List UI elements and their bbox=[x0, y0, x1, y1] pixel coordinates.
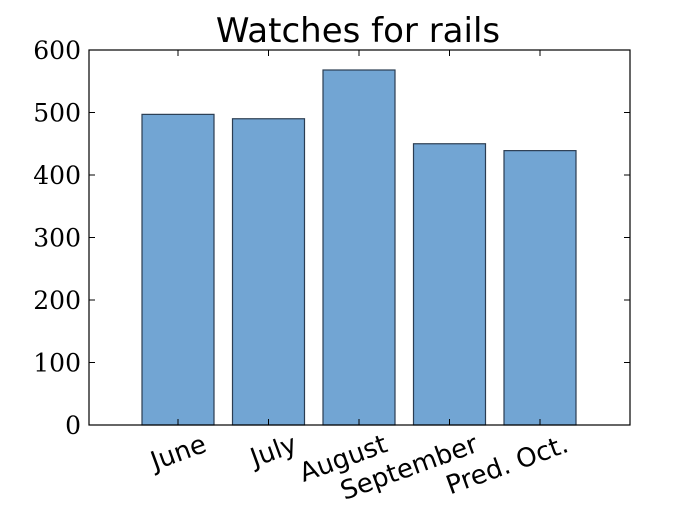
y-tick-labels: 0 100 200 300 400 500 600 bbox=[33, 36, 81, 440]
tick-marks bbox=[89, 49, 630, 426]
bar-september bbox=[412, 143, 487, 426]
y-tick-label: 200 bbox=[33, 286, 81, 315]
y-tick-label: 300 bbox=[33, 224, 81, 253]
y-tick-label: 400 bbox=[33, 161, 81, 190]
bar-june bbox=[141, 113, 215, 426]
y-tick-label: 600 bbox=[33, 36, 81, 65]
bars-group bbox=[141, 69, 577, 426]
y-tick-label: 0 bbox=[65, 411, 81, 440]
bar-pred-oct bbox=[503, 150, 577, 426]
x-tick-label: June bbox=[145, 429, 210, 477]
chart-title: Watches for rails bbox=[216, 11, 500, 51]
bar-july bbox=[231, 118, 306, 426]
y-tick-label: 500 bbox=[33, 99, 81, 128]
y-tick-label: 100 bbox=[33, 349, 81, 378]
bar-august bbox=[322, 69, 396, 426]
x-tick-label: July bbox=[245, 429, 301, 474]
